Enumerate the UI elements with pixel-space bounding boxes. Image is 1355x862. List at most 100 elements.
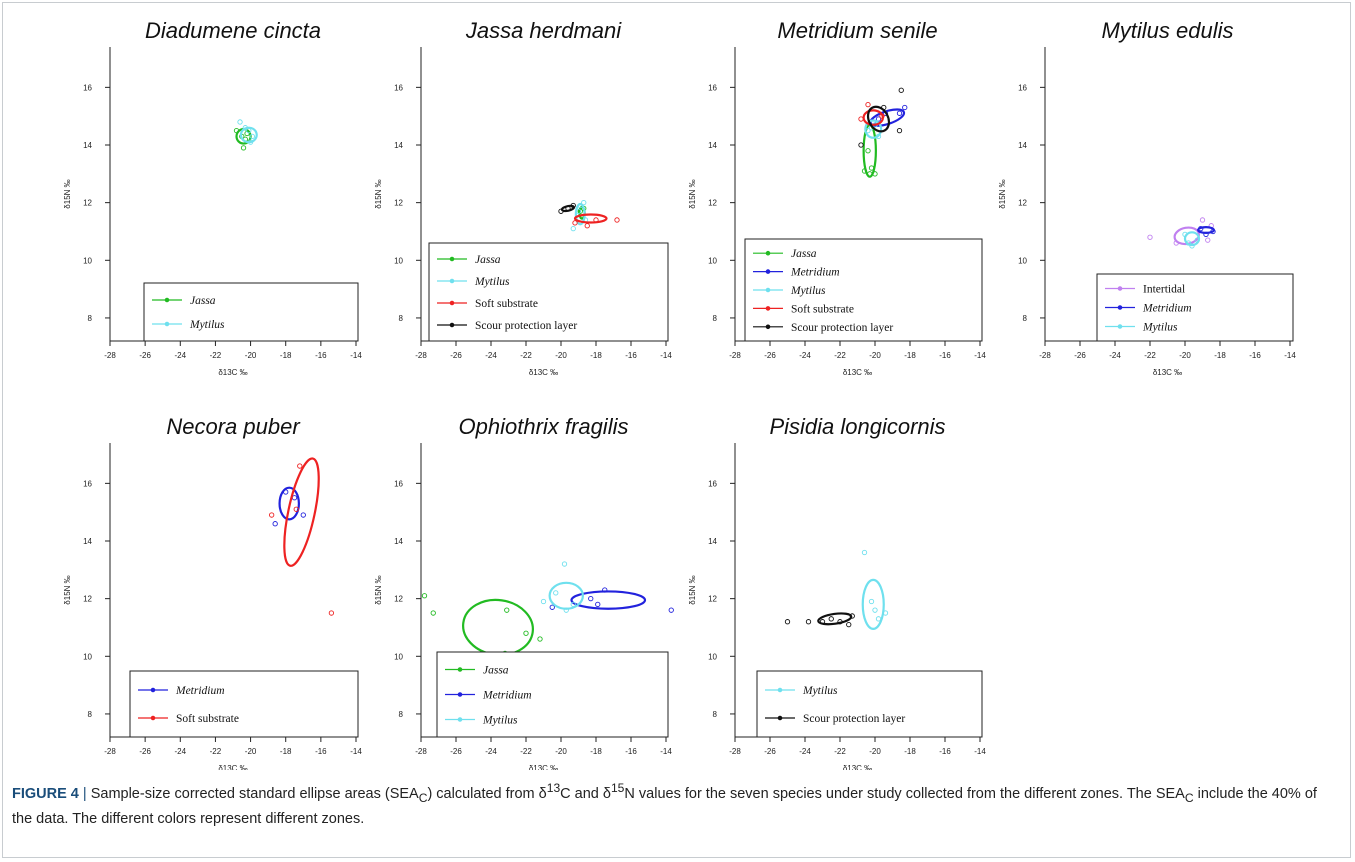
legend-marker xyxy=(765,269,771,274)
data-point xyxy=(1205,237,1211,243)
legend-marker xyxy=(457,717,463,722)
y-tick-label: 12 xyxy=(394,199,403,208)
data-point xyxy=(875,133,882,140)
data-point xyxy=(1147,234,1153,240)
legend-box xyxy=(756,670,983,738)
data-point xyxy=(523,630,529,636)
legend-marker xyxy=(1117,324,1123,329)
plot-area xyxy=(269,457,335,616)
y-tick-label: 10 xyxy=(1018,256,1027,265)
data-point xyxy=(233,127,240,134)
y-axis-label: δ15N ‰ xyxy=(63,179,72,208)
x-tick-label: -14 xyxy=(974,747,986,756)
chart-panel: Diadumene cincta -28 -26 -24 -22 -20 -18 -16 -14… xyxy=(63,18,362,377)
y-tick-label: 12 xyxy=(708,199,717,208)
data-point xyxy=(561,561,568,567)
chart-title: Mytilus edulis xyxy=(1101,18,1233,43)
caption-superscript: 13 xyxy=(546,781,561,795)
chart-panel: Necora puber -28 -26 -24 -22 -20 -18 -16 -14 8 10 1… xyxy=(63,414,362,770)
legend-label: Mytilus xyxy=(1142,322,1178,334)
sea-ellipse xyxy=(1197,226,1215,235)
x-axis-label: δ13C ‰ xyxy=(843,368,872,377)
x-tick-label: -28 xyxy=(104,351,116,360)
caption-separator: | xyxy=(78,785,91,802)
x-tick-label: -28 xyxy=(729,351,741,360)
data-point xyxy=(868,598,875,605)
y-tick-label: 16 xyxy=(708,83,717,92)
data-point xyxy=(828,616,834,622)
plot-area xyxy=(233,119,258,151)
caption-segment: C and δ xyxy=(560,785,611,802)
y-axis-label: δ15N ‰ xyxy=(688,575,697,604)
x-tick-label: -20 xyxy=(869,351,881,360)
legend-label: Mytilus xyxy=(482,715,518,727)
data-point xyxy=(867,171,873,177)
data-point xyxy=(584,223,590,229)
x-tick-label: -24 xyxy=(485,747,497,756)
x-tick-label: -18 xyxy=(904,747,916,756)
data-point xyxy=(269,512,275,518)
sea-ellipse xyxy=(866,105,891,133)
x-tick-label: -14 xyxy=(1284,351,1296,360)
legend-label: Mytilus xyxy=(802,685,838,697)
legend-marker xyxy=(449,300,455,306)
data-point xyxy=(300,512,306,518)
x-tick-label: -24 xyxy=(175,351,187,360)
plot-area xyxy=(784,549,889,631)
data-point xyxy=(575,208,582,214)
legend-label: Intertidal xyxy=(1143,284,1185,296)
legend-marker xyxy=(777,687,783,693)
data-point xyxy=(540,598,547,605)
x-axis-label: δ13C ‰ xyxy=(1153,368,1182,377)
data-point xyxy=(868,165,875,171)
data-point xyxy=(1210,228,1216,235)
legend-marker xyxy=(765,324,771,330)
data-point xyxy=(872,171,878,177)
caption-subscript: C xyxy=(1184,790,1194,805)
y-tick-label: 16 xyxy=(394,479,403,488)
x-tick-label: -28 xyxy=(415,351,427,360)
x-tick-label: -22 xyxy=(834,351,846,360)
data-point xyxy=(593,217,599,223)
data-point xyxy=(614,217,620,223)
data-point xyxy=(858,142,864,148)
data-point xyxy=(1185,240,1192,246)
x-tick-label: -18 xyxy=(280,747,292,756)
legend-marker xyxy=(765,306,771,311)
caption-label: FIGURE 4 xyxy=(12,785,79,802)
x-tick-label: -16 xyxy=(625,351,637,360)
x-tick-label: -20 xyxy=(245,351,257,360)
y-tick-label: 16 xyxy=(708,479,717,488)
legend-marker xyxy=(449,256,455,262)
chart-panel: Pisidia longicornis -28 -26 -24 -22 -20 -18 -16… xyxy=(688,414,986,770)
legend-marker xyxy=(457,692,463,697)
chart-legend: Mytilus Scour protection layer xyxy=(756,670,983,738)
legend-label: Scour protection layer xyxy=(791,322,893,334)
data-point xyxy=(570,225,576,232)
x-tick-label: -22 xyxy=(210,747,222,756)
y-tick-label: 10 xyxy=(708,652,717,661)
y-tick-label: 12 xyxy=(1018,199,1027,208)
data-point xyxy=(1198,225,1204,232)
y-tick-label: 14 xyxy=(708,141,717,150)
x-tick-label: -26 xyxy=(139,747,151,756)
data-point xyxy=(898,87,904,93)
x-tick-label: -24 xyxy=(175,747,187,756)
x-tick-label: -20 xyxy=(869,747,881,756)
x-tick-label: -16 xyxy=(939,747,951,756)
data-point xyxy=(577,202,583,209)
x-tick-label: -14 xyxy=(660,351,672,360)
caption-subscript: C xyxy=(418,790,428,805)
x-tick-label: -28 xyxy=(1039,351,1051,360)
data-point xyxy=(581,199,587,206)
legend-label: Metridium xyxy=(790,267,840,279)
data-point xyxy=(553,590,559,596)
x-tick-label: -20 xyxy=(555,747,567,756)
x-axis-label: δ13C ‰ xyxy=(218,764,247,770)
legend-label: Mytilus xyxy=(474,276,510,288)
chart-panel: Ophiothrix fragilis -28 -26 -24 -22 -20 -18 -16… xyxy=(374,414,674,770)
sea-ellipse xyxy=(861,578,885,631)
chart-title: Pisidia longicornis xyxy=(769,414,945,439)
legend-label: Scour protection layer xyxy=(803,713,905,725)
legend-marker xyxy=(150,687,156,693)
